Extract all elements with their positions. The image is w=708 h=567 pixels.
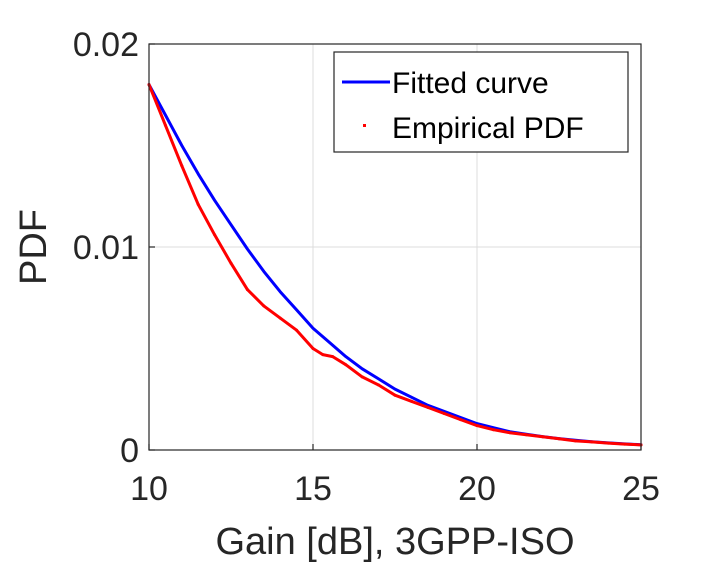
data-point-empirical-pdf <box>163 123 167 127</box>
data-point-empirical-pdf <box>393 393 397 397</box>
legend-box <box>333 51 629 153</box>
data-point-fitted-curve <box>377 378 380 380</box>
data-point-fitted-curve <box>345 355 347 358</box>
data-point-empirical-pdf <box>229 261 233 265</box>
data-point-empirical-pdf <box>573 439 577 443</box>
series-group <box>147 83 643 447</box>
data-point-empirical-pdf <box>442 412 446 415</box>
data-point-fitted-curve <box>263 270 265 273</box>
data-point-fitted-curve <box>181 144 183 147</box>
data-point-fitted-curve <box>197 173 199 175</box>
y-tick-label: 0.02 <box>73 26 139 64</box>
data-point-empirical-pdf <box>278 316 282 320</box>
y-tick-label: 0.01 <box>73 229 139 267</box>
data-point-empirical-pdf <box>475 424 479 428</box>
data-point-empirical-pdf <box>377 383 381 387</box>
data-point-empirical-pdf <box>331 355 335 359</box>
data-point-empirical-pdf <box>541 435 545 439</box>
data-point-fitted-curve <box>164 114 167 116</box>
y-axis-label: PDF <box>13 209 55 285</box>
x-tick-label: 20 <box>458 470 496 508</box>
data-point-empirical-pdf <box>557 437 561 441</box>
data-point-empirical-pdf <box>426 405 430 409</box>
data-point-fitted-curve <box>328 341 331 344</box>
data-point-empirical-pdf <box>606 441 610 445</box>
legend-swatch-empirical-pdf <box>363 124 366 127</box>
legend-label-fitted-curve: Fitted curve <box>392 67 549 100</box>
data-point-empirical-pdf <box>344 363 348 367</box>
data-point-empirical-pdf <box>311 347 315 350</box>
data-point-empirical-pdf <box>213 233 217 237</box>
legend-label-empirical-pdf: Empirical PDF <box>392 112 584 145</box>
data-point-empirical-pdf <box>508 431 512 435</box>
data-point-empirical-pdf <box>321 353 325 357</box>
data-point-empirical-pdf <box>623 442 627 446</box>
data-point-fitted-curve <box>394 388 396 390</box>
data-point-fitted-curve <box>246 248 249 250</box>
data-point-empirical-pdf <box>262 304 266 308</box>
data-point-fitted-curve <box>361 368 364 370</box>
data-point-empirical-pdf <box>491 428 495 432</box>
data-point-empirical-pdf <box>524 433 528 437</box>
x-axis-label: Gain [dB], 3GPP-ISO <box>215 521 574 563</box>
data-point-fitted-curve <box>213 199 216 202</box>
data-point-empirical-pdf <box>409 399 413 403</box>
x-tick-label: 15 <box>294 470 332 508</box>
y-tick-label: 0 <box>120 432 139 470</box>
data-point-fitted-curve <box>279 290 282 293</box>
data-point-empirical-pdf <box>295 328 299 332</box>
data-point-empirical-pdf <box>180 164 184 168</box>
data-point-empirical-pdf <box>360 375 364 379</box>
legend: Fitted curve Empirical PDF <box>333 51 629 153</box>
series-line-empirical-pdf <box>147 83 643 447</box>
data-point-fitted-curve <box>230 223 232 226</box>
data-point-fitted-curve <box>410 396 413 399</box>
x-tick-label: 25 <box>622 470 660 508</box>
data-point-fitted-curve <box>312 327 314 330</box>
data-point-empirical-pdf <box>459 418 463 422</box>
data-point-empirical-pdf <box>245 288 249 292</box>
data-point-empirical-pdf <box>590 440 594 444</box>
data-point-fitted-curve <box>295 309 298 311</box>
data-point-empirical-pdf <box>196 202 200 206</box>
x-tick-label: 10 <box>130 470 168 508</box>
axis-ticks: 10 15 20 25 0 0.01 0.02 <box>73 26 660 508</box>
